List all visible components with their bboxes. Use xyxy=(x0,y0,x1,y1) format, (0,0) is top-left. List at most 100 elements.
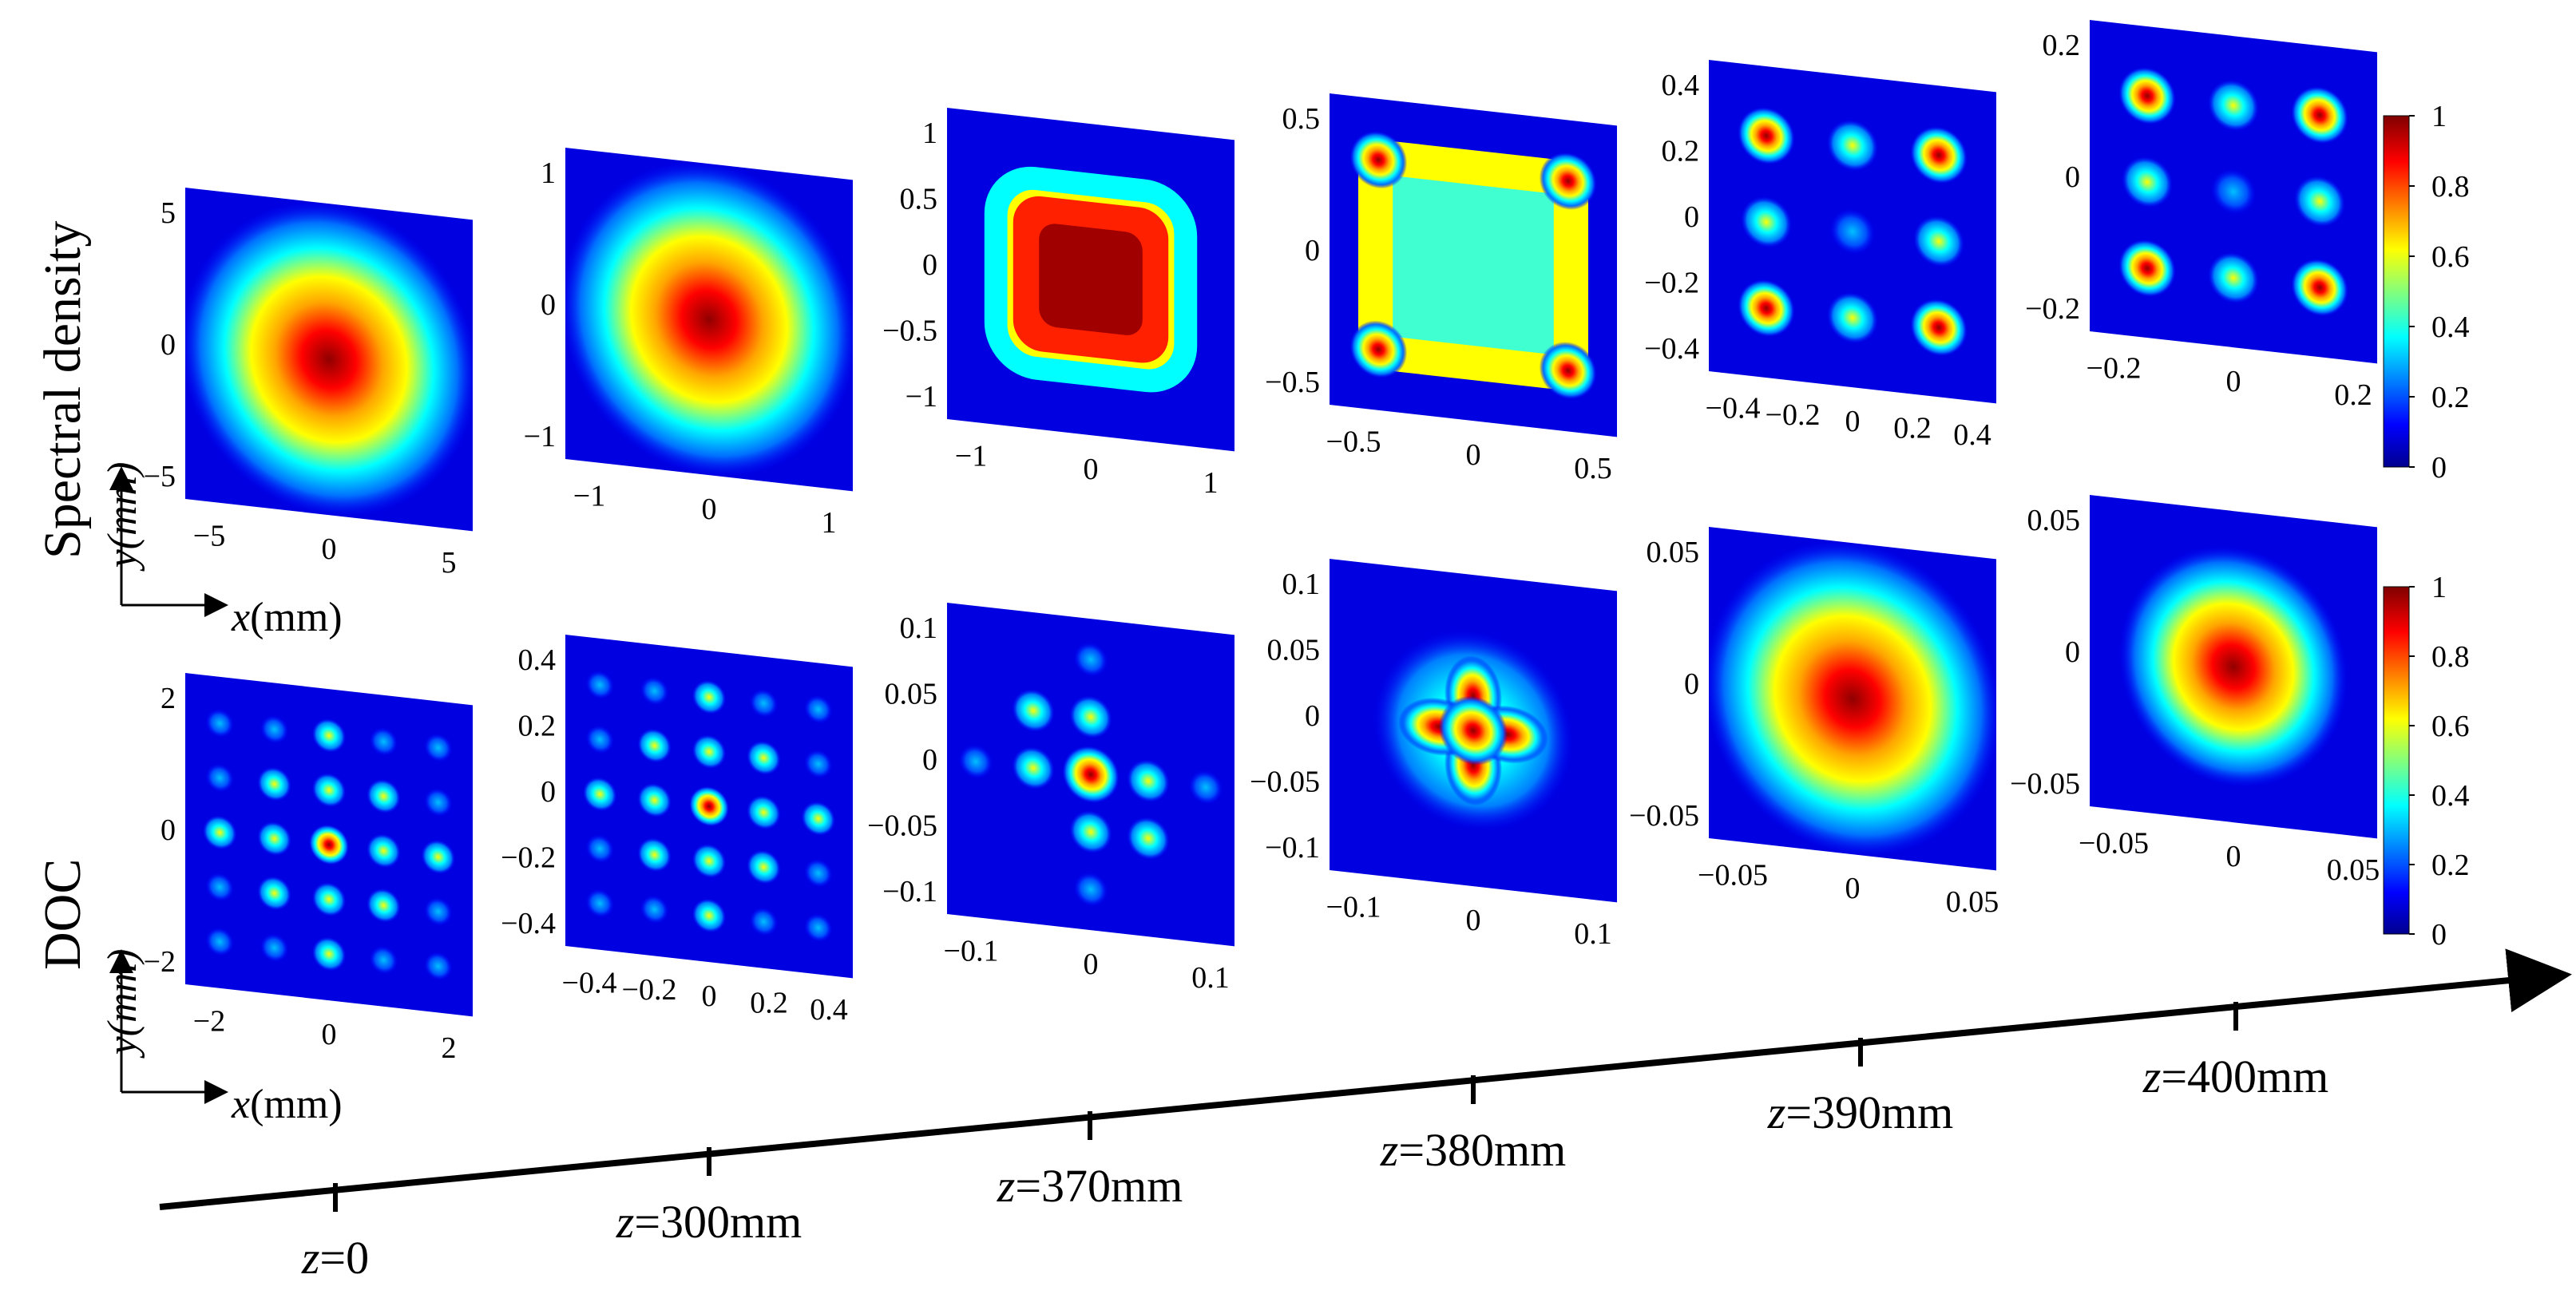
z-symbol: z xyxy=(1380,1124,1399,1176)
stage-3-top-xtick: −1 xyxy=(955,439,987,473)
stage-3-bottom-xtick: −0.1 xyxy=(944,934,999,968)
svg-text:x(mm): x(mm) xyxy=(231,595,343,640)
colorbar-tick-label: 0 xyxy=(2431,918,2447,952)
stage-6-bottom-xtick: 0 xyxy=(2226,840,2241,873)
stage-2-bottom-xtick: −0.2 xyxy=(622,973,677,1007)
stage-2-bottom-lattice-spot xyxy=(637,782,672,818)
stage-2-bottom-lattice-spot xyxy=(803,695,833,724)
x-axis-symbol-top: x xyxy=(231,595,250,640)
stage-6-top-array-spot xyxy=(2291,258,2348,317)
stage-6-bottom-xtick: 0.05 xyxy=(2327,853,2380,887)
stage-3-top-ytick: 0 xyxy=(922,248,937,282)
stage-1-top-xtick: 5 xyxy=(442,546,457,580)
z-value: =0 xyxy=(319,1232,369,1284)
stage-2-bottom-xtick: 0 xyxy=(702,980,717,1013)
stage-6-top-panel: 0.2 0 −0.2−0.2 0 0.2 xyxy=(2025,20,2377,412)
stage-3-top-panel: 1 0.5 0 −0.5 −1 −1 0 1 xyxy=(882,108,1234,500)
colorbar-tick-label: 0.6 xyxy=(2431,710,2470,743)
x-axis-unit-bottom: (mm) xyxy=(250,1082,343,1127)
stage-6-top-array-spot xyxy=(2121,156,2174,208)
stage-6-bottom-ytick: −0.05 xyxy=(2010,767,2080,801)
z-symbol: z xyxy=(997,1160,1016,1212)
stage-6-top-xtick: −0.2 xyxy=(2087,351,2142,385)
stage-1-bottom-xtick: −2 xyxy=(193,1004,225,1038)
stage-5-top-array-spot xyxy=(1826,291,1879,344)
x-axis-unit-top: (mm) xyxy=(250,595,343,640)
z-position-label: z=0 xyxy=(301,1232,369,1284)
stage-2-bottom-lattice-spot xyxy=(640,895,669,924)
stage-2-bottom-lattice-spot xyxy=(801,801,836,837)
stage-1-bottom-lattice-spot xyxy=(311,773,347,808)
stage-1-bottom-lattice-spot xyxy=(260,714,289,744)
stage-4-top-ytick: 0 xyxy=(1305,234,1320,267)
row-label-spectral-density: Spectral density xyxy=(34,221,92,559)
stage-1-top-gaussian-spot xyxy=(185,200,473,519)
stage-2-bottom-lattice-spot xyxy=(582,777,617,812)
y-axis-symbol-bottom: y xyxy=(100,1035,145,1059)
stage-4-top-intensity xyxy=(1349,130,1597,400)
stage-2-bottom-lattice-spot xyxy=(585,834,615,864)
stage-6-bottom-xtick: −0.05 xyxy=(2079,826,2149,860)
stage-5-top-array-spot xyxy=(1738,279,1795,338)
stage-4-top-corner-lobe-1 xyxy=(1349,130,1408,189)
stage-6-top-ytick: 0 xyxy=(2065,160,2080,194)
y-axis-unit-top: (mm) xyxy=(100,462,145,550)
stage-5-top-ytick: 0.2 xyxy=(1662,135,1700,168)
y-axis-unit-bottom: (mm) xyxy=(100,949,145,1037)
stage-1-bottom-lattice-spot xyxy=(311,881,347,917)
stage-2-bottom-lattice-spot xyxy=(585,670,615,700)
stage-2-bottom-lattice-spot xyxy=(692,843,727,879)
stage-1-bottom-lattice-spot xyxy=(366,778,401,814)
z-position-label: z=390mm xyxy=(1767,1086,1954,1138)
stage-1-bottom-xtick: 2 xyxy=(442,1031,457,1065)
stage-3-bottom-intensity xyxy=(958,642,1223,907)
stage-1-bottom-lattice-spot xyxy=(366,888,401,923)
stage-4-top-xtick: 0.5 xyxy=(1574,452,1612,485)
colorbar-tick-label: 0.8 xyxy=(2431,170,2470,204)
stage-6-top-array-spot xyxy=(2293,175,2346,228)
stage-2-bottom-xtick: −0.4 xyxy=(562,966,617,999)
stage-5-bottom-ytick: 0.05 xyxy=(1647,536,1700,569)
stage-1-top-panel: 5 0 −5 −5 0 5 xyxy=(144,188,473,580)
stage-5-top-ytick: 0 xyxy=(1684,200,1699,234)
stage-3-bottom-ytick: 0 xyxy=(922,743,937,777)
stage-5-top-panel: 0.40.20−0.2−0.4−0.4 −0.2 0 0.2 0.4 xyxy=(1644,60,1996,452)
axis-indicator-bottom: y(mm) x(mm) xyxy=(100,949,343,1127)
stage-5-bottom-panel: 0.05 0 −0.05 −0.05 0 0.05 xyxy=(1629,527,1999,919)
stage-4-bottom-intensity xyxy=(1373,629,1574,832)
stage-2-bottom-ytick: 0.4 xyxy=(518,643,557,677)
stage-1-bottom-lattice-spot xyxy=(366,833,401,869)
stage-2-bottom-panel: 0.40.20−0.2−0.4−0.4 −0.2 0 0.2 0.4 xyxy=(501,635,853,1027)
z-position-label: z=400mm xyxy=(2142,1051,2329,1102)
colorbar-bottom: 1 0.8 0.6 0.4 0.2 0 xyxy=(2383,571,2470,952)
stage-3-top-xtick: 1 xyxy=(1203,466,1219,500)
z-symbol: z xyxy=(616,1196,635,1248)
stage-1-bottom-lattice-spot xyxy=(423,952,453,981)
colorbar-tick-label: 0.6 xyxy=(2431,240,2470,274)
stage-1-top-ytick: 5 xyxy=(161,196,176,230)
stage-6-bottom-ytick: 0 xyxy=(2065,635,2080,669)
stage-3-bottom-xtick: 0.1 xyxy=(1191,961,1230,995)
stage-5-top-ytick: −0.4 xyxy=(1644,332,1699,366)
stage-4-top-ring-frame xyxy=(1357,141,1588,389)
stage-2-bottom-lattice-spot xyxy=(640,676,669,706)
stage-2-bottom-lattice-spot xyxy=(585,725,615,754)
stage-3-bottom-ytick: 0.05 xyxy=(885,678,938,711)
stage-1-bottom-lattice-spot xyxy=(260,933,289,963)
stage-3-top-xtick: 0 xyxy=(1084,453,1099,486)
stage-1-bottom-lattice-spot xyxy=(423,788,453,817)
z-value: =380mm xyxy=(1398,1124,1566,1176)
stage-4-bottom-ytick: 0.1 xyxy=(1282,568,1321,601)
colorbar-tick-label: 1 xyxy=(2431,100,2447,133)
stage-1-top-xtick: 0 xyxy=(322,532,337,566)
stage-2-top-xtick: 1 xyxy=(822,506,837,540)
stage-4-bottom-xtick: −0.1 xyxy=(1326,890,1381,924)
colorbar-tick-label: 0.4 xyxy=(2431,311,2470,344)
stage-6-top-ytick: 0.2 xyxy=(2043,29,2081,62)
stage-4-bottom-ytick: 0 xyxy=(1305,699,1320,733)
stage-1-bottom-lattice-spot xyxy=(257,876,292,911)
stage-5-top-ytick: −0.2 xyxy=(1644,267,1699,300)
stage-1-bottom-lattice-spot xyxy=(369,945,398,975)
stage-5-top-xtick: 0.4 xyxy=(1953,418,1991,452)
stage-4-top-xtick: 0 xyxy=(1466,438,1481,472)
